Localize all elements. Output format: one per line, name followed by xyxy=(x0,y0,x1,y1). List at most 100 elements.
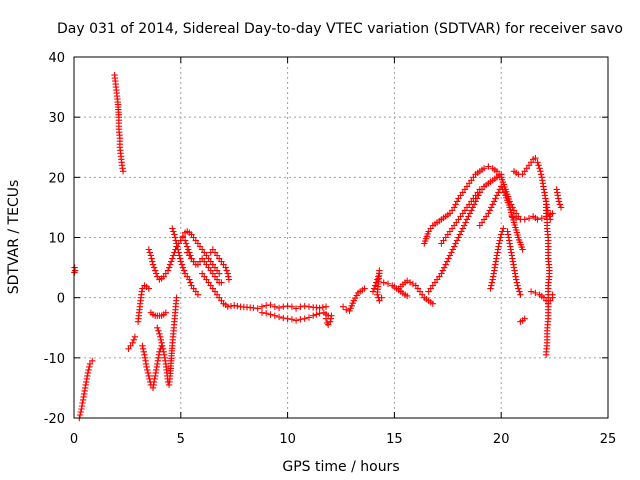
data-point xyxy=(76,411,84,419)
series-segment-low-flat xyxy=(224,301,330,312)
data-point xyxy=(534,159,541,166)
data-point xyxy=(80,390,88,398)
data-point xyxy=(456,231,464,238)
series-segment-trough-3.5h xyxy=(139,342,165,392)
data-point xyxy=(154,324,161,331)
y-axis-label: SDTVAR / TECUs xyxy=(6,180,22,295)
data-point xyxy=(129,339,136,346)
data-point xyxy=(271,312,278,319)
x-tick-label: 20 xyxy=(493,432,510,447)
data-point xyxy=(495,243,502,250)
data-point xyxy=(85,366,92,374)
data-point xyxy=(186,276,193,283)
data-point xyxy=(448,249,455,256)
data-point xyxy=(139,345,147,352)
data-point xyxy=(384,280,392,287)
data-point xyxy=(506,240,513,247)
data-point xyxy=(305,303,313,310)
data-point xyxy=(508,249,515,256)
data-point xyxy=(553,186,560,193)
data-point xyxy=(301,315,308,322)
series-segment-end-22.7h xyxy=(553,186,565,211)
x-tick-label: 25 xyxy=(600,432,617,447)
data-point xyxy=(485,210,492,217)
data-point xyxy=(500,225,507,232)
data-point xyxy=(284,302,291,310)
series-segment-branch-6.5h xyxy=(207,246,233,283)
data-point xyxy=(284,315,291,322)
data-point xyxy=(173,240,180,247)
data-point xyxy=(404,292,411,300)
data-point xyxy=(453,198,461,205)
data-point xyxy=(153,366,160,374)
data-point xyxy=(288,316,296,323)
data-point xyxy=(175,249,182,256)
data-point xyxy=(493,192,501,199)
data-point xyxy=(305,314,313,321)
data-point xyxy=(532,154,539,162)
data-point xyxy=(498,231,505,238)
data-point xyxy=(288,303,296,310)
data-point xyxy=(84,372,91,380)
data-point xyxy=(339,303,347,310)
data-point xyxy=(495,189,502,196)
data-point xyxy=(489,201,496,208)
series-segment-start xyxy=(71,264,79,276)
data-point xyxy=(555,198,563,205)
data-point xyxy=(445,255,452,262)
data-point xyxy=(223,267,230,274)
series-segment-cluster-14.3h xyxy=(369,267,385,304)
data-point xyxy=(557,204,565,211)
data-point xyxy=(147,252,155,259)
data-point xyxy=(89,357,96,364)
data-point xyxy=(513,276,520,283)
data-point xyxy=(493,252,501,259)
y-tick-label: 20 xyxy=(48,171,65,186)
data-point xyxy=(442,261,449,268)
y-tick-label: -10 xyxy=(44,352,65,367)
data-point xyxy=(327,318,334,325)
x-tick-label: 10 xyxy=(279,432,296,447)
data-point xyxy=(509,258,517,265)
data-point xyxy=(79,399,86,407)
data-point xyxy=(170,228,177,235)
data-point xyxy=(540,186,548,193)
data-point xyxy=(462,219,469,226)
data-point xyxy=(495,240,503,247)
data-point xyxy=(77,408,84,416)
data-point xyxy=(157,333,164,340)
data-point xyxy=(263,302,270,309)
data-point xyxy=(469,204,476,211)
data-point xyxy=(500,189,508,196)
data-point xyxy=(179,233,187,240)
series-segment-trough-4.3h xyxy=(154,294,180,389)
data-point xyxy=(476,186,483,193)
data-point xyxy=(488,282,495,289)
data-point xyxy=(516,288,523,295)
data-point xyxy=(145,285,152,292)
data-point xyxy=(152,267,159,274)
data-point xyxy=(537,171,545,178)
y-tick-label: -20 xyxy=(44,412,65,427)
data-point xyxy=(153,270,160,277)
data-point xyxy=(310,312,317,319)
data-point xyxy=(180,267,188,274)
axis-ticks: 0 5 10 15 20 25 -20 -10 0 10 20 30 40 xyxy=(44,51,617,447)
data-point xyxy=(140,348,147,355)
data-point xyxy=(527,288,535,295)
data-point xyxy=(149,258,156,265)
series-segment-descend-19h xyxy=(476,183,526,253)
data-point xyxy=(488,279,496,286)
data-point xyxy=(149,384,157,392)
data-point xyxy=(498,171,505,178)
data-point xyxy=(131,333,139,340)
data-point xyxy=(224,303,231,310)
series-segment-upward-17h xyxy=(425,171,505,295)
data-point xyxy=(145,372,152,380)
data-point xyxy=(177,237,184,244)
data-point xyxy=(162,309,169,316)
y-tick-label: 0 xyxy=(57,292,65,307)
series-segment-mid-18h xyxy=(438,186,483,247)
data-point xyxy=(218,279,225,286)
